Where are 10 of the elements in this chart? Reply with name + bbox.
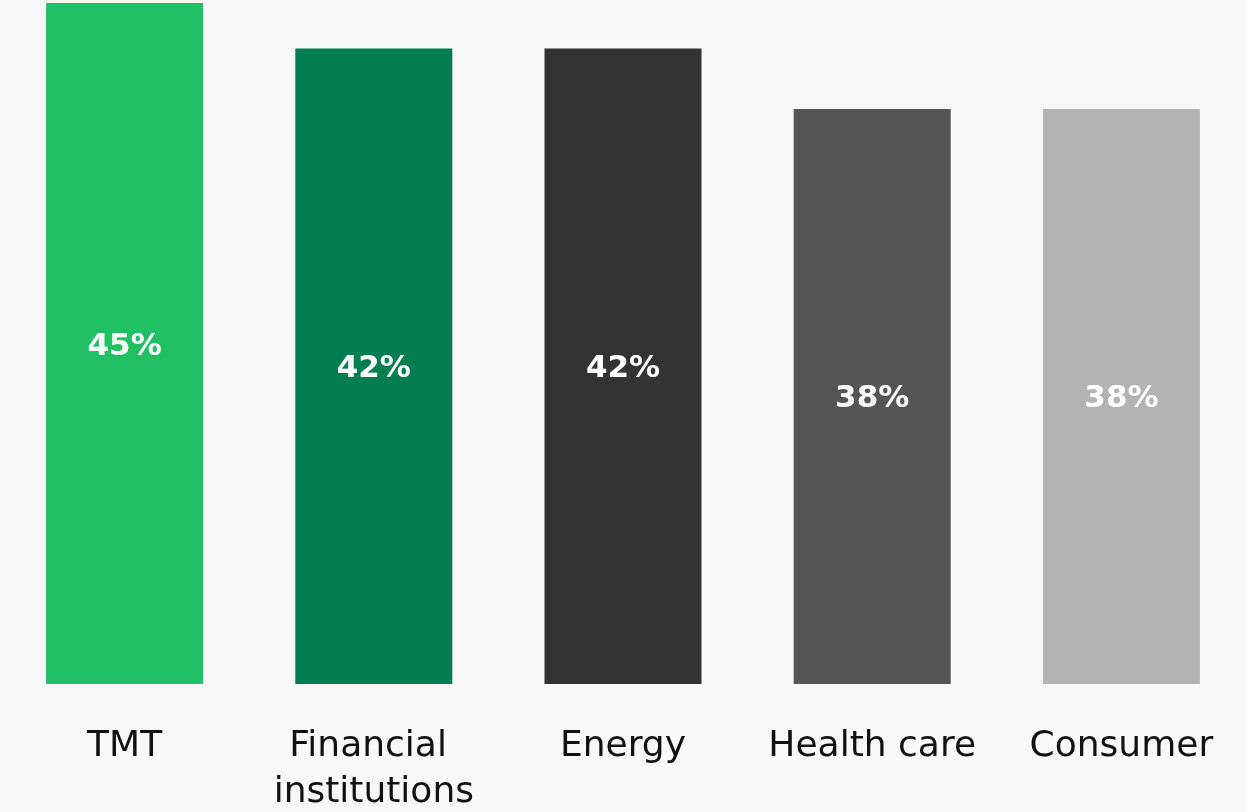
x-tick-label: Energy	[559, 722, 687, 764]
x-tick-label: Health care	[768, 722, 977, 764]
x-tick-label: TMT	[86, 722, 164, 764]
data-label: 42%	[336, 348, 411, 385]
data-label: 38%	[1084, 378, 1159, 415]
data-label: 45%	[87, 325, 162, 362]
data-label: 42%	[585, 348, 661, 385]
x-tick-label: Financial institutions	[273, 722, 474, 810]
x-tick-label: Consumer	[1029, 722, 1214, 764]
data-label: 38%	[835, 378, 910, 415]
